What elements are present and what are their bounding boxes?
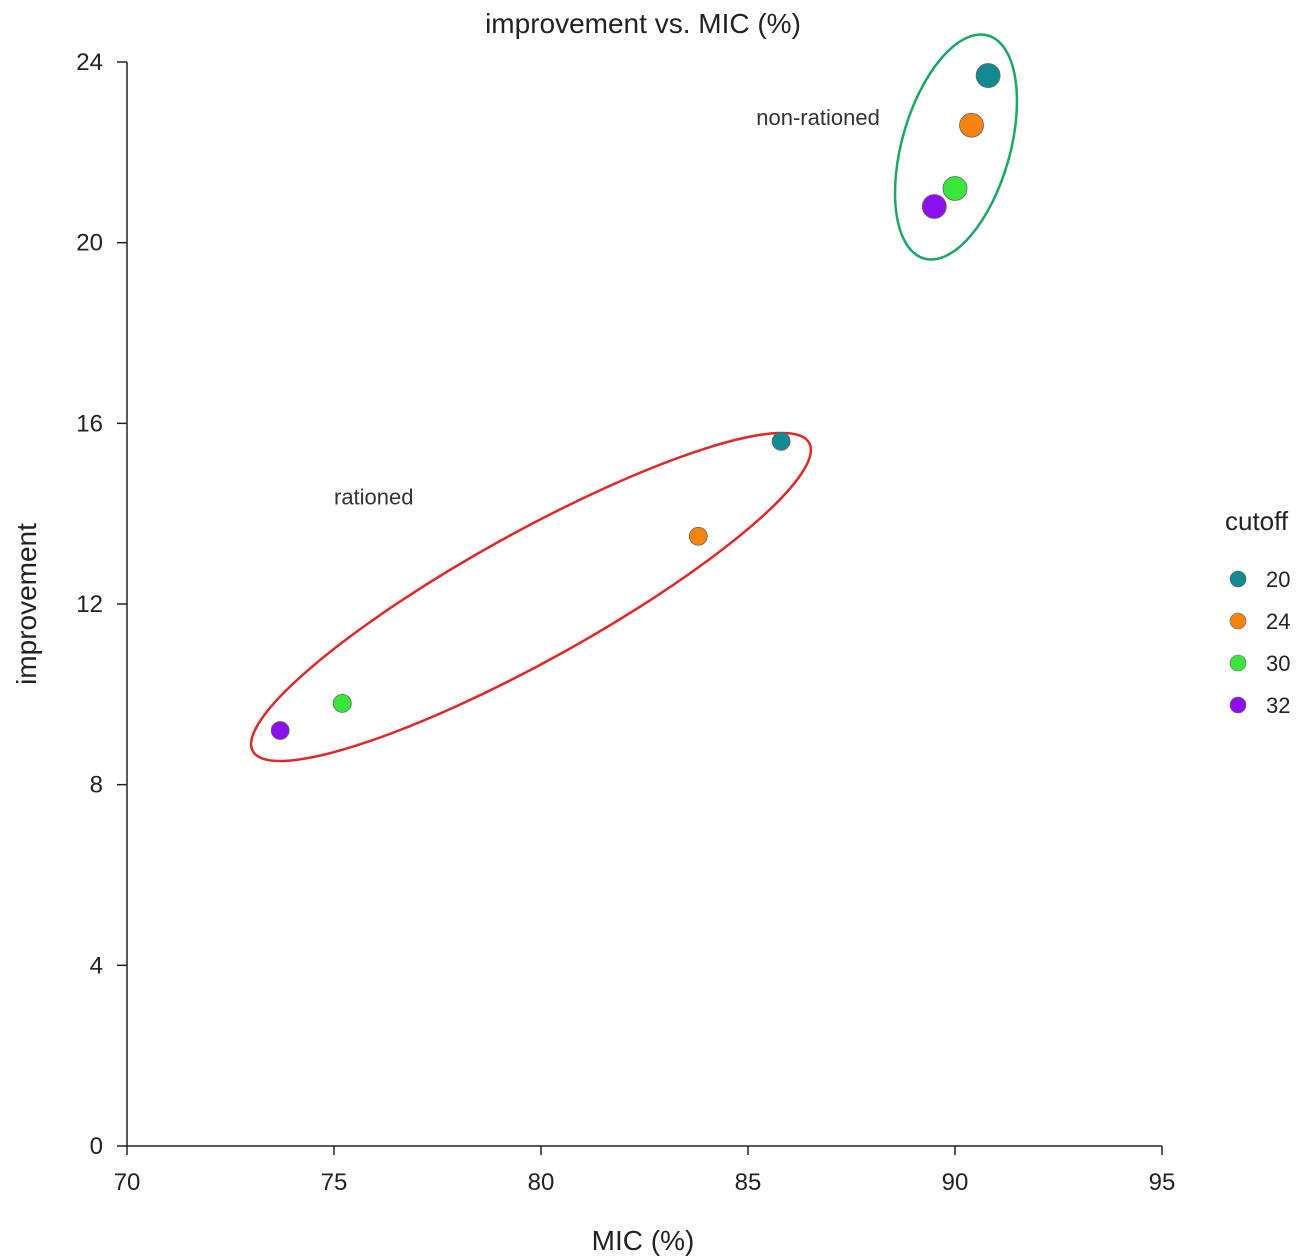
x-tick-label: 90 bbox=[942, 1169, 969, 1196]
data-point bbox=[959, 112, 984, 138]
annotations: non-rationed rationed bbox=[249, 33, 1019, 763]
legend-marker bbox=[1229, 612, 1247, 630]
y-tick-label: 16 bbox=[76, 410, 103, 437]
data-point bbox=[921, 194, 947, 219]
x-tick-label: 95 bbox=[1149, 1169, 1176, 1196]
legend-marker bbox=[1229, 654, 1247, 672]
data-points bbox=[270, 63, 1001, 740]
x-axis-title: MIC (%) bbox=[592, 1225, 695, 1256]
y-tick-label: 24 bbox=[76, 49, 103, 76]
chart-title: improvement vs. MIC (%) bbox=[485, 8, 801, 39]
y-axis-title: improvement bbox=[11, 523, 42, 685]
legend-label: 24 bbox=[1266, 609, 1290, 634]
data-point bbox=[270, 721, 290, 740]
cluster-ellipse-1 bbox=[249, 431, 813, 763]
data-point bbox=[942, 176, 968, 201]
y-tick-label: 20 bbox=[76, 230, 103, 257]
cluster-label: rationed bbox=[334, 485, 414, 510]
x-tick-label: 85 bbox=[735, 1169, 762, 1196]
y-tick-label: 0 bbox=[90, 1133, 103, 1160]
data-point bbox=[771, 431, 791, 451]
y-tick-label: 4 bbox=[90, 952, 103, 979]
x-tick-label: 70 bbox=[114, 1169, 141, 1196]
data-point bbox=[332, 693, 352, 713]
cluster-ellipse-0 bbox=[893, 33, 1019, 261]
legend-label: 20 bbox=[1266, 567, 1290, 592]
legend: cutoff 20 24 30 32 bbox=[1225, 506, 1290, 718]
data-point bbox=[688, 526, 708, 546]
cluster-label: non-rationed bbox=[756, 105, 880, 130]
legend-items: 20 24 30 32 bbox=[1229, 567, 1290, 718]
y-tick-label: 8 bbox=[90, 772, 103, 799]
legend-label: 30 bbox=[1266, 651, 1290, 676]
x-tick-label: 80 bbox=[528, 1169, 555, 1196]
x-tick-label: 75 bbox=[321, 1169, 348, 1196]
legend-marker bbox=[1229, 570, 1247, 588]
legend-title: cutoff bbox=[1225, 506, 1289, 536]
y-tick-label: 12 bbox=[76, 591, 103, 618]
x-ticks: 70 75 80 85 90 95 bbox=[114, 1146, 1176, 1196]
y-ticks: 0 4 8 12 16 20 24 bbox=[76, 49, 127, 1160]
data-point bbox=[975, 63, 1001, 88]
legend-marker bbox=[1229, 696, 1247, 714]
legend-label: 32 bbox=[1266, 693, 1290, 718]
